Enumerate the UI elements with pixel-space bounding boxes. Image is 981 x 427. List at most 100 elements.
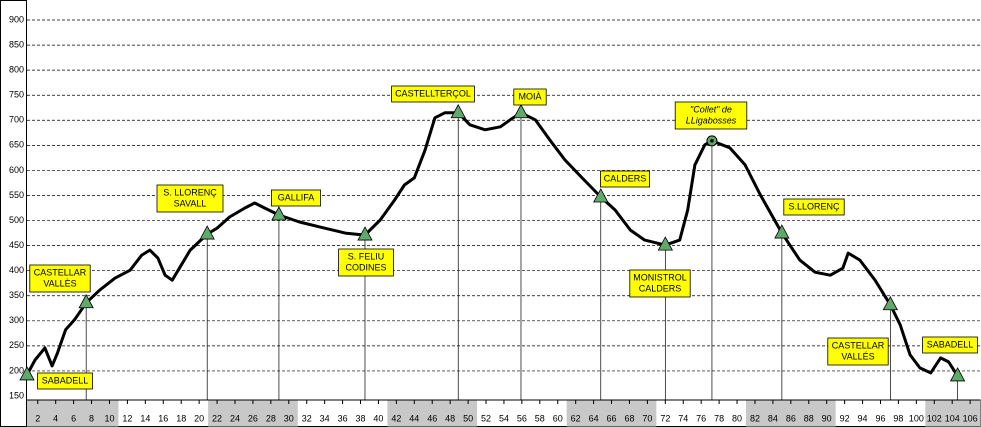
landmark-marker: [199, 225, 215, 240]
x-tick-label: 40: [373, 413, 383, 423]
x-tick-label: 94: [858, 413, 868, 423]
label-box: [391, 85, 475, 103]
x-tick-label: 24: [230, 413, 240, 423]
y-tick-label: 800: [9, 65, 24, 75]
y-tick-label: 350: [9, 290, 24, 300]
x-tick-label: 58: [535, 413, 545, 423]
landmark-label: CASTELLTERÇOL: [391, 85, 475, 103]
y-tick-label: 750: [9, 90, 24, 100]
x-tick-label: 18: [176, 413, 186, 423]
x-tick-label: 46: [427, 413, 437, 423]
landmark-label: MOIÀ: [513, 88, 547, 106]
label-text: SABADELL: [927, 339, 974, 349]
landmark-label: SABADELL: [922, 336, 978, 354]
y-tick-label: 250: [9, 340, 24, 350]
landmark-marker: [78, 293, 94, 309]
label-box: [338, 248, 394, 277]
x-tick-label: 38: [355, 413, 365, 423]
x-tick-label: 96: [875, 413, 885, 423]
y-tick-label: 500: [9, 215, 24, 225]
x-tick-label: 4: [53, 413, 58, 423]
landmark-marker-dot: [710, 139, 714, 143]
y-tick-label: 450: [9, 240, 24, 250]
y-axis-panel: [0, 0, 27, 427]
x-tick-label: 44: [409, 413, 419, 423]
label-box: [156, 184, 224, 213]
label-text: SABADELL: [42, 375, 89, 385]
x-tick-label: 90: [822, 413, 832, 423]
x-tick-label: 10: [104, 413, 114, 423]
landmark-label: SABADELL: [37, 372, 93, 390]
x-tick-label: 56: [517, 413, 527, 423]
x-tick-label: 16: [158, 413, 168, 423]
x-tick-label: 12: [122, 413, 132, 423]
x-tick-label: 28: [266, 413, 276, 423]
x-tick-label: 60: [553, 413, 563, 423]
x-tick-label: 36: [338, 413, 348, 423]
x-tick-label: 54: [499, 413, 509, 423]
x-band: [566, 400, 657, 427]
landmark-marker: [949, 367, 966, 382]
label-text: "Collet" de: [690, 104, 732, 114]
label-text: MOIÀ: [518, 91, 541, 101]
y-tick-label: 850: [9, 39, 24, 49]
landmark-marker: [513, 103, 529, 119]
x-band: [746, 400, 836, 427]
label-text: LLigabosses: [686, 115, 737, 125]
x-band: [208, 400, 298, 427]
label-text: CALDERS: [639, 283, 682, 293]
label-text: S. FELIU: [348, 251, 385, 261]
x-band: [27, 400, 119, 427]
x-tick-label: 78: [714, 413, 724, 423]
label-text: CODINES: [345, 262, 386, 272]
x-tick-label: 42: [391, 413, 401, 423]
x-tick-label: 70: [642, 413, 652, 423]
label-box: [629, 269, 691, 298]
label-text: CASTELLTERÇOL: [395, 88, 471, 98]
y-tick-label: 650: [9, 140, 24, 150]
x-tick-label: 102: [927, 413, 942, 423]
label-text: CALDERS: [604, 173, 647, 183]
x-band: [387, 400, 478, 427]
landmark-marker: [357, 226, 373, 241]
landmark-marker: [774, 224, 790, 239]
x-tick-label: 62: [571, 413, 581, 423]
x-tick-label: 22: [212, 413, 222, 423]
landmark-marker: [450, 103, 466, 119]
y-tick-label: 600: [9, 165, 24, 175]
label-text: CASTELLAR: [34, 267, 87, 277]
x-tick-label: 6: [71, 413, 76, 423]
x-tick-label: 48: [445, 413, 455, 423]
y-tick-label: 900: [9, 14, 24, 24]
y-tick-label: 200: [9, 365, 24, 375]
landmark-marker: [882, 295, 899, 311]
x-tick-label: 88: [804, 413, 814, 423]
y-tick-label: 550: [9, 190, 24, 200]
y-tick-label: 700: [9, 115, 24, 125]
label-box: [783, 198, 845, 216]
x-tick-label: 66: [607, 413, 617, 423]
x-tick-label: 92: [840, 413, 850, 423]
x-tick-label: 26: [248, 413, 258, 423]
label-text: SAVALL: [174, 198, 207, 208]
y-tick-label: 300: [9, 315, 24, 325]
x-tick-label: 32: [302, 413, 312, 423]
landmark-label: CALDERS: [600, 170, 651, 188]
label-box: [922, 336, 978, 354]
x-tick-label: 76: [696, 413, 706, 423]
x-tick-label: 30: [284, 413, 294, 423]
label-box: [513, 88, 547, 106]
x-tick-label: 86: [786, 413, 796, 423]
x-tick-label: 84: [768, 413, 778, 423]
x-tick-label: 8: [89, 413, 94, 423]
x-tick-label: 68: [624, 413, 634, 423]
label-text: VALLÈS: [43, 278, 76, 288]
label-text: VALLÉS: [841, 351, 874, 361]
